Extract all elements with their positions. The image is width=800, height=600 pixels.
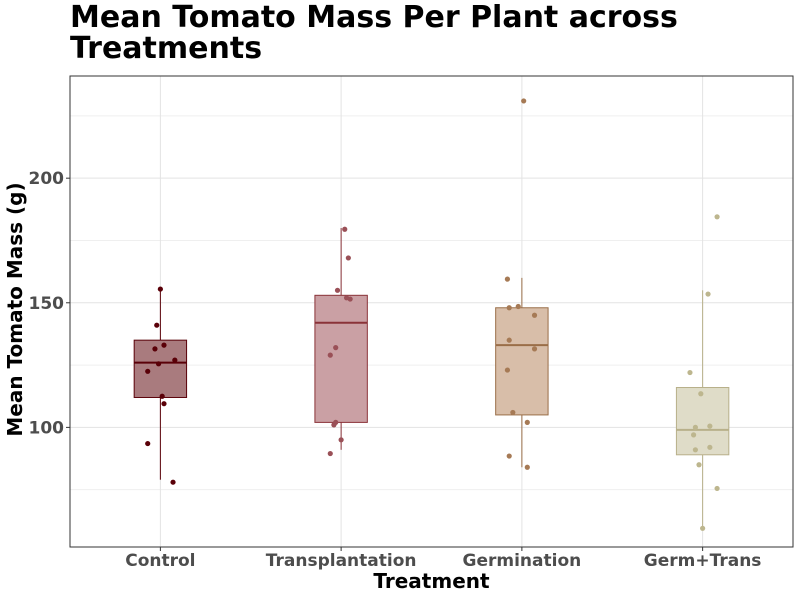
box-iqr bbox=[675, 387, 730, 456]
data-point bbox=[531, 346, 538, 352]
x-tick-labels: Control Transplantation Germination Germ+Tr… bbox=[125, 547, 761, 571]
data-point bbox=[506, 453, 512, 459]
data-point bbox=[692, 424, 698, 430]
x-tick-label: Germ+Trans bbox=[644, 551, 762, 571]
data-point bbox=[692, 447, 698, 453]
x-axis-title: Treatment bbox=[373, 569, 490, 593]
data-point bbox=[707, 444, 713, 450]
data-point bbox=[714, 485, 720, 492]
data-point bbox=[524, 419, 530, 425]
y-tick-label: 150 bbox=[29, 294, 65, 314]
data-point bbox=[333, 345, 339, 351]
data-point bbox=[334, 287, 341, 293]
box-control bbox=[133, 287, 188, 480]
data-point bbox=[504, 367, 511, 373]
data-point bbox=[145, 368, 151, 374]
data-point bbox=[714, 214, 720, 220]
y-axis-title: Mean Tomato Mass (g) bbox=[3, 182, 27, 436]
box-layer bbox=[133, 228, 730, 528]
data-point bbox=[705, 291, 711, 297]
data-point bbox=[157, 286, 163, 292]
grid-layer bbox=[70, 76, 793, 547]
y-tick-labels: 100 150 200 bbox=[29, 169, 70, 438]
plot-frame bbox=[69, 75, 794, 548]
point-layer bbox=[145, 98, 720, 531]
data-point bbox=[170, 479, 176, 485]
data-point bbox=[338, 437, 344, 443]
data-point bbox=[510, 409, 516, 416]
data-point bbox=[707, 423, 713, 429]
data-point bbox=[152, 346, 158, 352]
y-tick-label: 200 bbox=[29, 169, 65, 189]
data-point bbox=[687, 369, 693, 376]
data-point bbox=[155, 361, 162, 367]
box-germination bbox=[495, 277, 549, 468]
data-point bbox=[700, 525, 706, 531]
data-point bbox=[506, 337, 512, 343]
data-point bbox=[172, 357, 178, 363]
data-point bbox=[331, 422, 337, 428]
x-tick-label: Germination bbox=[463, 551, 582, 571]
data-point bbox=[342, 226, 348, 232]
data-point bbox=[327, 352, 333, 358]
data-point bbox=[159, 393, 165, 399]
data-point bbox=[504, 276, 511, 282]
data-point bbox=[698, 391, 704, 397]
data-point bbox=[347, 296, 353, 302]
y-tick-label: 100 bbox=[29, 418, 65, 438]
box-germ-trans bbox=[675, 290, 730, 528]
box-iqr bbox=[495, 307, 549, 416]
data-point bbox=[696, 462, 702, 468]
data-point bbox=[327, 450, 333, 457]
data-point bbox=[515, 303, 521, 310]
data-point bbox=[690, 432, 697, 438]
data-point bbox=[345, 255, 351, 261]
data-point bbox=[145, 440, 151, 447]
data-point bbox=[161, 401, 167, 407]
x-tick-label: Transplantation bbox=[266, 551, 417, 571]
data-point bbox=[531, 312, 538, 318]
chart-title: Mean Tomato Mass Per Plant across Treatm… bbox=[70, 0, 678, 66]
box-transplantation bbox=[314, 228, 368, 450]
data-point bbox=[524, 464, 530, 470]
data-point bbox=[161, 342, 167, 348]
box-iqr bbox=[314, 294, 368, 423]
data-point bbox=[521, 98, 527, 104]
box-iqr bbox=[133, 339, 188, 398]
data-point bbox=[154, 322, 160, 328]
x-tick-label: Control bbox=[125, 551, 195, 571]
data-point bbox=[506, 305, 512, 311]
